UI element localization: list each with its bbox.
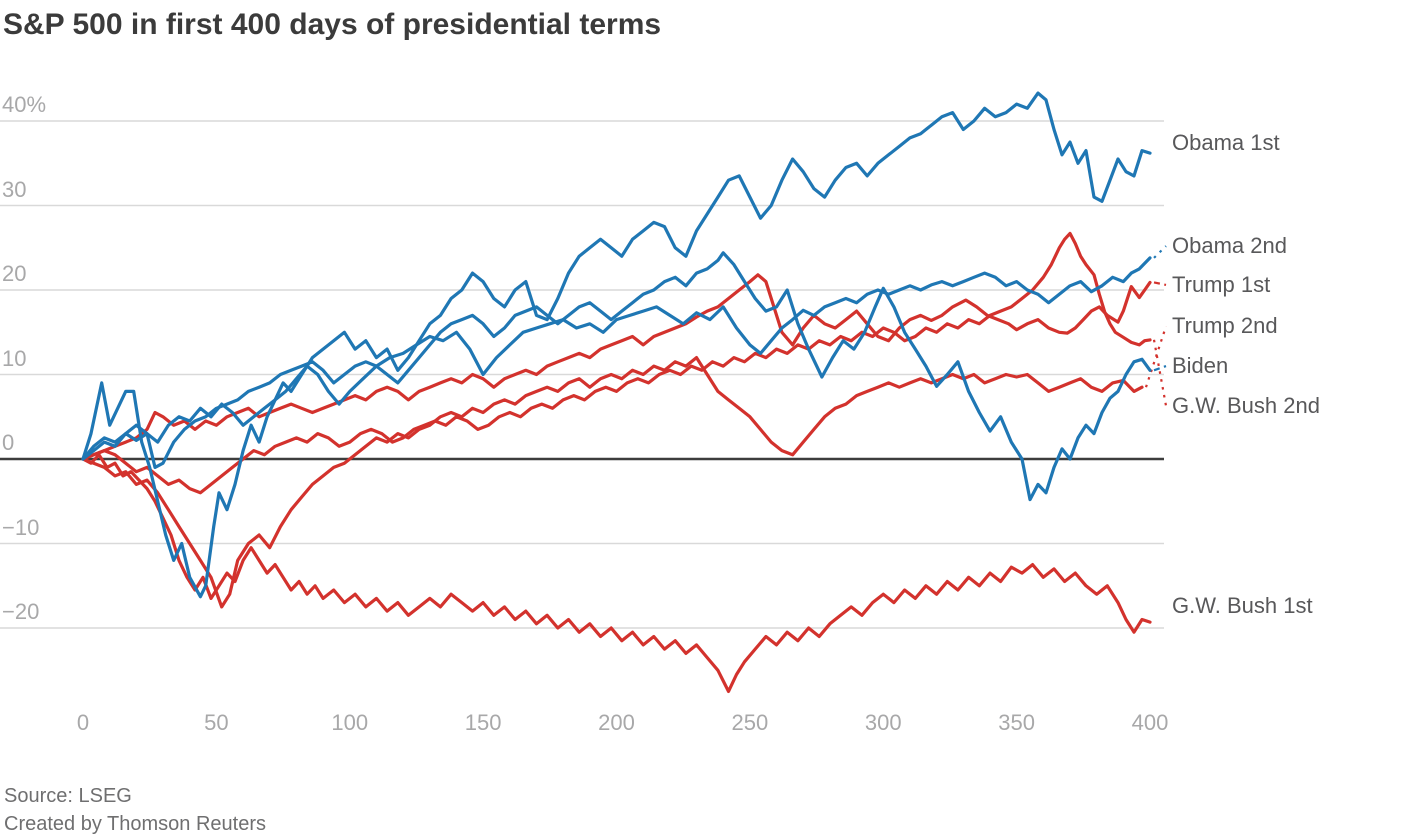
x-axis-tick-100: 100	[331, 710, 369, 735]
source-note: Source: LSEG	[4, 785, 132, 807]
chart-title: S&P 500 in first 400 days of presidentia…	[3, 8, 662, 41]
series-label-trump-2nd: Trump 2nd	[1172, 313, 1278, 339]
series-line-trump-1st	[81, 273, 1152, 461]
series-label-biden: Biden	[1172, 353, 1229, 379]
x-axis-tick-0: 0	[76, 710, 90, 735]
series-label-trump-1st: Trump 1st	[1172, 271, 1271, 297]
y-axis-tick-30: 30	[2, 176, 27, 202]
series-line-trump-2nd	[81, 356, 1144, 609]
series-label-obama-2nd: Obama 2nd	[1172, 233, 1287, 259]
y-axis-tick--20: −20	[2, 599, 40, 624]
series-label-g-w-bush-2nd: G.W. Bush 2nd	[1172, 392, 1320, 418]
leader-obama-2nd	[1153, 245, 1167, 259]
series-label-obama-1st: Obama 1st	[1172, 129, 1280, 155]
credit-note: Created by Thomson Reuters	[4, 813, 266, 835]
y-axis-tick-20: 20	[2, 261, 27, 286]
x-axis-tick-350: 350	[998, 710, 1035, 735]
series-line-biden	[81, 251, 1152, 502]
leader-trump-1st	[1153, 281, 1167, 287]
y-axis-tick--10: −10	[2, 514, 40, 540]
x-axis-tick-300: 300	[864, 710, 902, 735]
series-line-obama-1st	[81, 91, 1152, 599]
series-line-g-w-bush-2nd	[81, 231, 1152, 495]
x-axis-tick-400: 400	[1131, 710, 1169, 735]
leader-trump-2nd	[1144, 325, 1168, 388]
x-axis-tick-150: 150	[464, 710, 502, 735]
series-line-obama-2nd	[81, 256, 1152, 461]
x-axis-tick-50: 50	[204, 710, 229, 735]
x-axis-tick-200: 200	[598, 710, 635, 735]
series-line-g-w-bush-1st	[81, 453, 1152, 694]
leader-biden	[1153, 365, 1167, 372]
x-axis-tick-250: 250	[731, 710, 769, 735]
y-axis-tick-40: 40%	[2, 92, 47, 117]
series-label-g-w-bush-1st: G.W. Bush 1st	[1172, 593, 1313, 619]
y-axis-tick-0: 0	[2, 430, 15, 455]
y-axis-tick-10: 10	[2, 345, 27, 371]
leader-g-w-bush-2nd	[1152, 339, 1168, 406]
